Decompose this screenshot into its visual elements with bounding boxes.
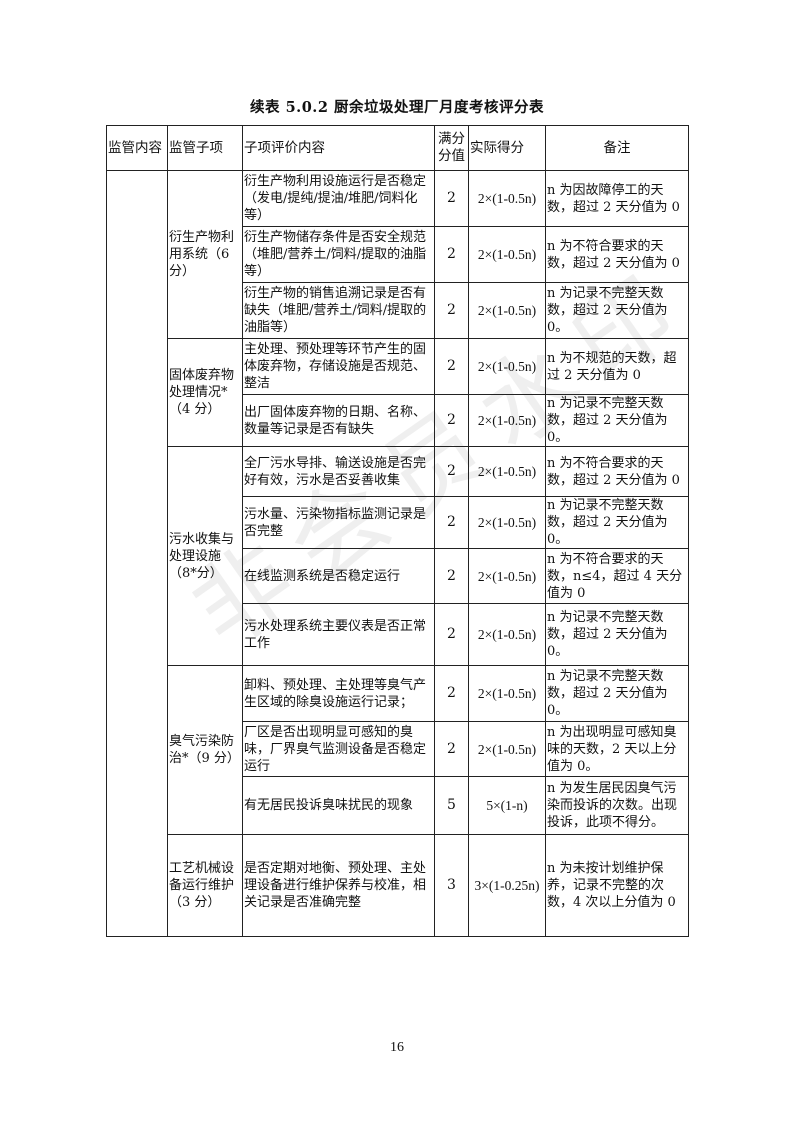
score-formula-cell: 2×(1-0.5n) [468, 170, 546, 227]
max-score-cell: 2 [434, 394, 469, 447]
header-cell: 监管内容 [106, 125, 168, 171]
subitem-cell: 工艺机械设备运行维护（3 分） [167, 834, 243, 937]
note-cell: n 为因故障停工的天数，超过 2 天分值为 0 [545, 170, 689, 227]
content-cell: 衍生产物利用设施运行是否稳定（发电/提纯/提油/堆肥/饲料化等） [242, 170, 435, 227]
table-row: 衍生产物利用系统（6分） 衍生产物利用设施运行是否稳定（发电/提纯/提油/堆肥/饲… [106, 170, 689, 937]
note-cell: n 为未按计划维护保养，记录不完整的次数，4 次以上分值为 0 [545, 834, 689, 937]
note-cell: n 为不符合要求的天数，超过 2 天分值为 0 [545, 226, 689, 283]
max-score-cell: 2 [434, 226, 469, 283]
max-score-cell: 2 [434, 603, 469, 666]
table-title: 续表 5.0.2 厨余垃圾处理厂月度考核评分表 [250, 99, 544, 116]
table-row: 污水量、污染物指标监测记录是否完整 2 2×(1-0.5n) n 为记录不完整天数数，… [107, 496, 689, 549]
note-cell: n 为出现明显可感知臭味的天数，2 天以上分值为 0。 [545, 721, 689, 777]
max-score-cell: 2 [434, 496, 469, 549]
note-cell: n 为记录不完整天数数，超过 2 天分值为 0。 [545, 394, 689, 447]
header-cell: 监管子项 [167, 125, 243, 171]
max-score-cell: 2 [434, 665, 469, 722]
note-cell: n 为不符合要求的天数，n≤4，超过 4 天分值为 0 [545, 548, 689, 604]
content-cell: 有无居民投诉臭味扰民的现象 [242, 776, 435, 835]
content-cell: 污水量、污染物指标监测记录是否完整 [242, 496, 435, 549]
table-row: 衍生产物的销售追溯记录是否有缺失（堆肥/营养土/饲料/提取的油脂等） 2 2×(1-… [107, 282, 689, 339]
max-score-cell: 2 [434, 338, 469, 395]
content-cell: 在线监测系统是否稳定运行 [242, 548, 435, 604]
table-row: 污水收集与处理设施（8*分） 全厂污水导排、输送设施是否完好有效，污水是否妥善收集… [107, 446, 689, 666]
score-formula-cell: 2×(1-0.5n) [468, 446, 546, 497]
score-formula-cell: 3×(1-0.25n) [468, 834, 546, 937]
max-score-cell: 3 [434, 834, 469, 937]
header-row: 监管内容 监管子项 子项评价内容 满分分值 实际得分 备注 [106, 125, 689, 171]
note-cell: n 为记录不完整天数数，超过 2 天分值为 0。 [545, 496, 689, 549]
subitem-cell: 衍生产物利用系统（6分） [167, 170, 243, 339]
max-score-cell: 2 [434, 170, 469, 227]
score-formula-cell: 5×(1-n) [468, 776, 546, 835]
note-cell: n 为记录不完整天数数，超过 2 天分值为 0。 [545, 282, 689, 339]
max-score-cell: 2 [434, 721, 469, 777]
header-cell: 子项评价内容 [242, 125, 435, 171]
score-formula-cell: 2×(1-0.5n) [468, 496, 546, 549]
table-row: 厂区是否出现明显可感知的臭味，厂界臭气监测设备是否稳定运行 2 2×(1-0.5n)… [107, 721, 689, 777]
note-cell: n 为不符合要求的天数，超过 2 天分值为 0 [545, 446, 689, 497]
content-cell: 厂区是否出现明显可感知的臭味，厂界臭气监测设备是否稳定运行 [242, 721, 435, 777]
page-number: 16 [390, 1040, 404, 1055]
note-cell: n 为记录不完整天数数，超过 2 天分值为 0。 [545, 603, 689, 666]
content-cell: 衍生产物的销售追溯记录是否有缺失（堆肥/营养土/饲料/提取的油脂等） [242, 282, 435, 339]
score-formula-cell: 2×(1-0.5n) [468, 282, 546, 339]
header-cell: 实际得分 [468, 125, 546, 171]
note-cell: n 为发生居民因臭气污染而投诉的次数。出现投诉，此项不得分。 [545, 776, 689, 835]
max-score-cell: 2 [434, 548, 469, 604]
scoring-table: 监管内容 监管子项 子项评价内容 满分分值 实际得分 备注 衍生产物利用系统（6… [106, 125, 689, 937]
score-formula-cell: 2×(1-0.5n) [468, 226, 546, 283]
content-cell: 卸料、预处理、主处理等臭气产生区域的除臭设施运行记录； [242, 665, 435, 722]
header-cell: 备注 [545, 125, 689, 171]
max-score-cell: 2 [434, 282, 469, 339]
max-score-cell: 5 [434, 776, 469, 835]
table-row: 污水处理系统主要仪表是否正常工作 2 2×(1-0.5n) n 为记录不完整天数数，超… [107, 603, 689, 666]
table-row: 出厂固体废弃物的日期、名称、数量等记录是否有缺失 2 2×(1-0.5n) n 为记录… [107, 394, 689, 447]
subitem-cell: 污水收集与处理设施（8*分） [167, 446, 243, 666]
content-cell: 是否定期对地衡、预处理、主处理设备进行维护保养与校准，相关记录是否准确完整 [242, 834, 435, 937]
score-formula-cell: 2×(1-0.5n) [468, 721, 546, 777]
score-formula-cell: 2×(1-0.5n) [468, 603, 546, 666]
table-row: 工艺机械设备运行维护（3 分） 是否定期对地衡、预处理、主处理设备进行维护保养与校… [107, 834, 689, 937]
content-cell: 衍生产物储存条件是否安全规范（堆肥/营养土/饲料/提取的油脂等） [242, 226, 435, 283]
content-cell: 全厂污水导排、输送设施是否完好有效，污水是否妥善收集 [242, 446, 435, 497]
note-cell: n 为记录不完整天数数，超过 2 天分值为 0。 [545, 665, 689, 722]
table-row: 固体废弃物处理情况*（4 分） 主处理、预处理等环节产生的固体废弃物，存储设施是否… [107, 338, 689, 447]
content-cell: 污水处理系统主要仪表是否正常工作 [242, 603, 435, 666]
content-cell: 主处理、预处理等环节产生的固体废弃物，存储设施是否规范、整洁 [242, 338, 435, 395]
header-cell: 满分分值 [434, 125, 469, 171]
subitem-cell: 臭气污染防治*（9 分） [167, 665, 243, 835]
max-score-cell: 2 [434, 446, 469, 497]
score-formula-cell: 2×(1-0.5n) [468, 338, 546, 395]
table-row: 衍生产物储存条件是否安全规范（堆肥/营养土/饲料/提取的油脂等） 2 2×(1-0.… [107, 226, 689, 283]
category-cell [106, 170, 168, 937]
score-formula-cell: 2×(1-0.5n) [468, 665, 546, 722]
score-formula-cell: 2×(1-0.5n) [468, 394, 546, 447]
subitem-cell: 固体废弃物处理情况*（4 分） [167, 338, 243, 447]
score-formula-cell: 2×(1-0.5n) [468, 548, 546, 604]
content-cell: 出厂固体废弃物的日期、名称、数量等记录是否有缺失 [242, 394, 435, 447]
note-cell: n 为不规范的天数，超过 2 天分值为 0 [545, 338, 689, 395]
table-row: 臭气污染防治*（9 分） 卸料、预处理、主处理等臭气产生区域的除臭设施运行记录； 2… [107, 665, 689, 835]
table-row: 有无居民投诉臭味扰民的现象 5 5×(1-n) n 为发生居民因臭气污染而投诉的次数。… [107, 776, 689, 835]
